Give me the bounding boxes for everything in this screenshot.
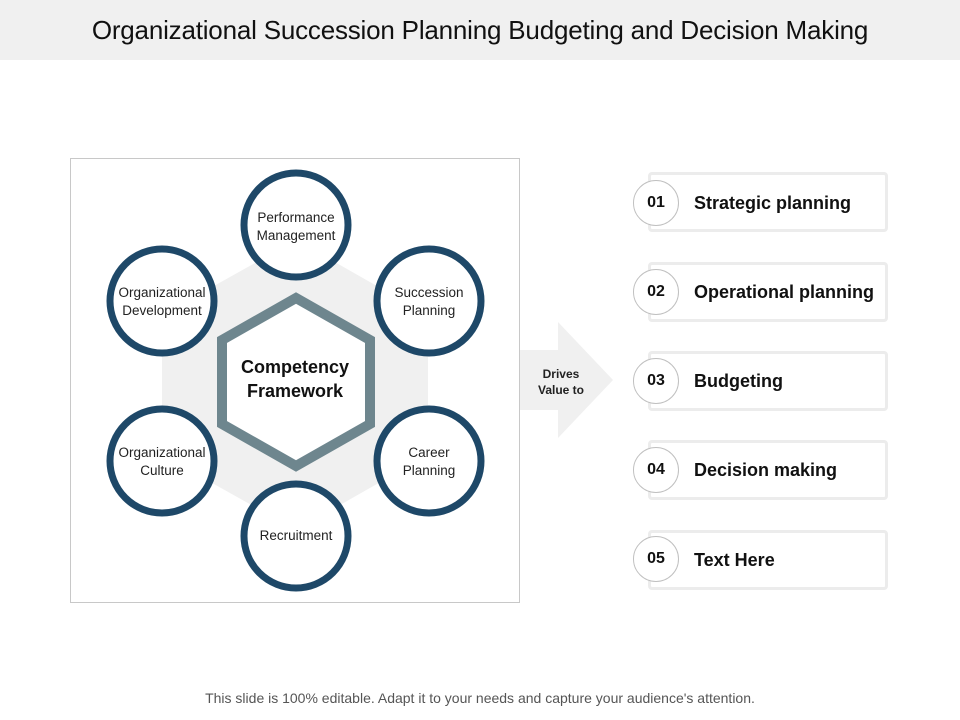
node-performance-management: Performance Management — [246, 209, 346, 245]
center-label-line1: Competency — [240, 357, 350, 377]
node-succession-planning: Succession Planning — [379, 284, 479, 320]
competency-hexagon — [217, 292, 375, 472]
footer-note: This slide is 100% editable. Adapt it to… — [205, 690, 755, 706]
node-label-line2: Culture — [140, 463, 184, 478]
item-number-1: 01 — [633, 180, 679, 226]
node-ring-organizational-culture — [106, 405, 218, 517]
node-label-line1: Organizational — [118, 445, 206, 460]
item-label-2: Operational planning — [694, 281, 875, 302]
node-ring-performance-management — [240, 169, 352, 281]
node-label-line1: Succession — [394, 285, 464, 300]
node-label-line1: Performance — [257, 210, 335, 225]
node-ring-recruitment — [240, 480, 352, 592]
arrow-label-line2: Value to — [537, 383, 584, 397]
node-career-planning: Career Planning — [379, 444, 479, 480]
arrow-label-line1: Drives — [542, 367, 580, 381]
item-number-5: 05 — [633, 536, 679, 582]
node-label-line2: Planning — [402, 463, 456, 478]
arrow-label: Drives Value to — [522, 366, 600, 398]
item-label-4: Decision making — [694, 459, 838, 480]
node-label-line2: Development — [122, 303, 202, 318]
node-organizational-culture: Organizational Culture — [112, 444, 212, 480]
node-organizational-development: Organizational Development — [112, 284, 212, 320]
node-ring-succession-planning — [373, 245, 485, 357]
item-card-4 — [648, 440, 888, 500]
center-label-line2: Framework — [246, 381, 344, 401]
node-label-line1: Organizational — [118, 285, 206, 300]
item-card-5 — [648, 530, 888, 590]
node-ring-career-planning — [373, 405, 485, 517]
title-bar: Organizational Succession Planning Budge… — [0, 0, 960, 60]
item-label-1: Strategic planning — [694, 192, 852, 213]
node-ring-organizational-development — [106, 245, 218, 357]
drives-value-arrow — [520, 322, 613, 438]
page-title: Organizational Succession Planning Budge… — [91, 14, 869, 45]
node-label-line2: Management — [256, 228, 336, 243]
item-card-3 — [648, 351, 888, 411]
node-label-line2: Planning — [402, 303, 456, 318]
item-number-4: 04 — [633, 447, 679, 493]
item-label-3: Budgeting — [694, 370, 783, 391]
node-recruitment: Recruitment — [246, 527, 346, 545]
center-label: Competency Framework — [225, 355, 365, 403]
item-number-3: 03 — [633, 358, 679, 404]
node-label-line1: Recruitment — [259, 528, 333, 543]
item-card-2 — [648, 262, 888, 322]
item-label-5: Text Here — [694, 549, 775, 570]
item-number-2: 02 — [633, 269, 679, 315]
node-label-line1: Career — [408, 445, 450, 460]
